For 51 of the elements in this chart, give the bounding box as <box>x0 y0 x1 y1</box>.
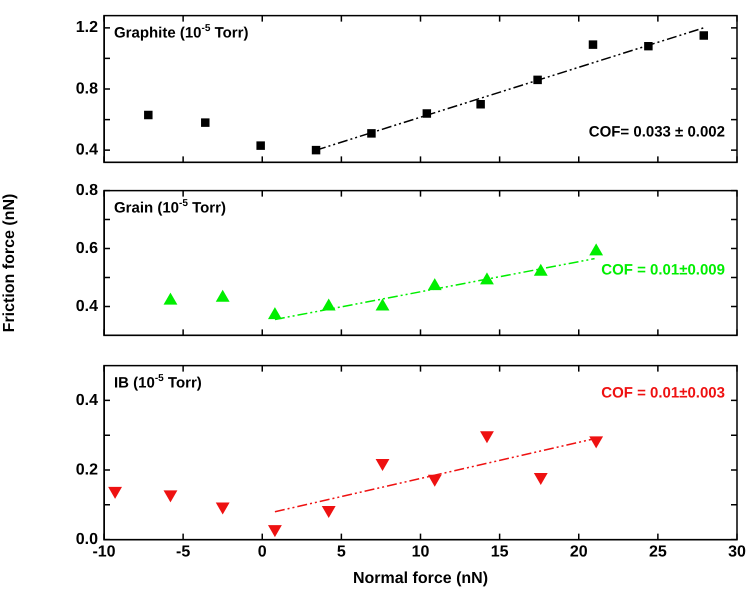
point <box>268 525 282 538</box>
point <box>322 298 336 310</box>
point <box>268 307 282 320</box>
x-tick-label: -5 <box>176 544 190 561</box>
x-tick-label: 15 <box>490 544 509 561</box>
point <box>201 118 210 127</box>
annotation: COF = 0.01±0.003 <box>601 384 725 402</box>
point <box>376 298 390 310</box>
point <box>588 40 598 49</box>
point <box>164 292 178 305</box>
point <box>376 459 390 472</box>
point <box>312 146 320 154</box>
point <box>480 431 494 444</box>
y-tick-label: 0.4 <box>76 392 98 409</box>
y-tick-label: 1.2 <box>76 19 98 36</box>
point <box>322 506 336 518</box>
point <box>476 100 485 109</box>
point <box>164 490 178 502</box>
x-tick-label: 0 <box>258 544 267 561</box>
point <box>428 474 442 487</box>
x-tick-label: 20 <box>570 544 588 561</box>
y-tick-label: 0.2 <box>76 461 98 478</box>
point <box>367 129 376 138</box>
x-tick-label: 25 <box>648 544 667 561</box>
point <box>422 109 432 118</box>
annotation: COF = 0.01±0.009 <box>601 261 725 278</box>
point <box>534 472 548 485</box>
point <box>256 141 265 150</box>
point <box>108 486 122 499</box>
x-tick-label: 30 <box>728 544 746 561</box>
point <box>428 278 442 290</box>
y-tick-label: 0.4 <box>76 142 98 159</box>
x-axis-title: Normal force (nN) <box>352 570 488 587</box>
y-axis-title: Friction force (nN) <box>1 194 18 332</box>
x-tick-label: 10 <box>412 544 430 561</box>
point <box>216 502 230 515</box>
y-tick-label: 0.6 <box>76 240 98 257</box>
point <box>144 110 153 120</box>
y-tick-label: 0.8 <box>76 80 98 98</box>
y-tick-label: 0.4 <box>76 298 98 315</box>
point <box>589 243 604 256</box>
point <box>700 31 708 40</box>
point <box>480 272 494 284</box>
annotation: COF= 0.033 ± 0.002 <box>588 124 725 141</box>
point <box>534 264 548 276</box>
point <box>533 76 542 84</box>
point <box>216 290 230 302</box>
y-tick-label: 0.8 <box>76 182 98 200</box>
x-tick-label: 5 <box>336 544 346 561</box>
point <box>644 42 653 50</box>
point <box>589 436 604 448</box>
